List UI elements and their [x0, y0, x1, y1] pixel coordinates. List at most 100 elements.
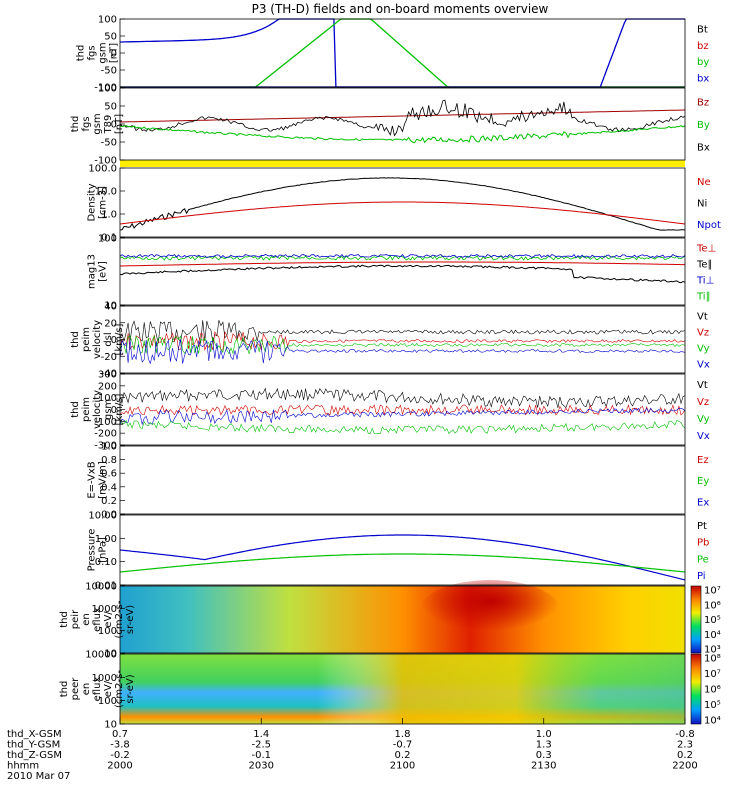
legend-by: by — [697, 57, 709, 68]
xaxis-row-label: thd_Z-GSM — [7, 750, 62, 761]
ion-spectrogram — [120, 586, 685, 653]
xaxis-date: 2010 Mar 07 — [7, 771, 70, 782]
ylabel-p3: Density[cm-3] — [87, 183, 109, 221]
trace-Te-par — [119, 264, 686, 284]
legend-Pi: Pi — [697, 571, 706, 582]
ytick-label: 0.10 — [95, 557, 117, 568]
panel-frame-p2 — [119, 87, 686, 161]
ylabel-p9: thdpeirenefluxeV/(cm2-s-sr-eV) — [59, 600, 136, 638]
trace-Vx-gsm — [119, 407, 686, 426]
xaxis-row-label: thd_X-GSM — [7, 729, 62, 740]
trace-Vy-gsm — [119, 419, 686, 435]
ytick-label: 100 — [98, 696, 117, 707]
ytick-label: 0.1 — [101, 233, 117, 244]
ytick-label: 0.6 — [101, 469, 117, 480]
ylabel-line: fgs — [87, 45, 98, 60]
ylabel-line: sr-eV) — [125, 674, 136, 703]
colorbar-label: 10³ — [704, 645, 721, 656]
electron-spectrogram-overlay — [120, 654, 685, 724]
ylabel-line: eflux — [92, 607, 103, 632]
ytick-label: 1000 — [92, 604, 117, 615]
xaxis-value: -0.1 — [251, 750, 271, 761]
colorbar-label: 10⁶ — [704, 685, 721, 696]
colorbar-label: 10⁸ — [704, 654, 721, 665]
ytick-label: -20 — [101, 352, 117, 363]
legend-Ez: Ez — [697, 455, 709, 466]
panel-frame-p8 — [119, 514, 686, 586]
ytick-label: 0.8 — [101, 455, 117, 466]
colorbar-label: 10⁴ — [704, 630, 721, 641]
ytick-label: 1000 — [92, 673, 117, 684]
ylabel-p2: thdfgsgsmT89[nT] — [70, 113, 125, 134]
legend-bz: bz — [697, 41, 709, 52]
ylabel-p1: thdfgsgsm[nT] — [76, 42, 120, 63]
ylabel-line: fgs — [81, 116, 92, 131]
legend-Pb: Pb — [697, 538, 709, 549]
legend-Pt: Pt — [697, 521, 707, 532]
xaxis-value: 2030 — [249, 761, 274, 772]
ylabel-line: T89 — [103, 115, 114, 135]
ylabel-line: en — [81, 613, 92, 626]
legend-Vz: Vz — [697, 397, 709, 408]
ylabel-line: en — [81, 683, 92, 696]
xaxis-value: 2000 — [107, 761, 132, 772]
legend-Pe: Pe — [697, 554, 709, 565]
legend-Ne: Ne — [697, 177, 711, 188]
xaxis-value: -2.5 — [251, 740, 271, 751]
ytick-label: 0.01 — [95, 581, 117, 592]
ylabel-line: mag13 — [87, 254, 98, 289]
ylabel-line: thd — [70, 331, 81, 348]
ylabel-line: Pressure — [87, 529, 98, 572]
ytick-label: 200 — [98, 381, 117, 392]
ylabel-line: sr-eV) — [125, 605, 136, 634]
ytick-label: -40 — [101, 369, 117, 380]
colorbar-label: 10⁴ — [704, 716, 721, 727]
xaxis-value: 2100 — [390, 761, 415, 772]
trace-Vy-dsl — [119, 335, 686, 355]
ylabel-line: thd — [59, 681, 70, 698]
trace-Ni — [119, 177, 686, 231]
ytick-label: 100 — [98, 15, 117, 26]
trace-By — [119, 124, 686, 144]
xaxis-value: 1.0 — [536, 729, 552, 740]
colorbar-ion — [690, 585, 702, 654]
xaxis-row-label: thd_Y-GSM — [7, 740, 60, 751]
xaxis-value: 0.2 — [677, 750, 693, 761]
ylabel-p5: thdpeimvelocitydsl[km/s] — [70, 320, 125, 359]
ytick-label: 300 — [98, 370, 117, 381]
ylabel-line: velocity — [92, 320, 103, 359]
trace-Ti-par — [119, 255, 686, 261]
ylabel-line: velocity — [92, 390, 103, 429]
legend-Vx: Vx — [697, 431, 710, 442]
ylabel-line: thd — [59, 611, 70, 628]
colorbar-label: 10⁵ — [704, 615, 721, 626]
ylabel-line: [eV] — [98, 261, 109, 282]
ylabel-p10: thdpeerenefluxeV/(cm2-s-sr-eV) — [59, 670, 136, 708]
ylabel-line: [cm-3] — [98, 186, 109, 219]
legend-Vy: Vy — [697, 414, 710, 425]
panel-frame-p9 — [119, 585, 686, 654]
legend-Vx: Vx — [697, 359, 710, 370]
ylabel-p6: thdpeimvelocitygsm[km/s] — [70, 390, 125, 429]
ytick-label: -300 — [94, 441, 117, 452]
xaxis-value: 1.8 — [395, 729, 411, 740]
xaxis-value: 2200 — [672, 761, 697, 772]
ylabel-line: [km/s] — [114, 393, 125, 425]
ylabel-line: (cm2-s- — [114, 670, 125, 708]
trace-Vz-dsl — [119, 331, 686, 352]
ylabel-line: [km/s] — [114, 323, 125, 355]
ytick-label: 100 — [98, 84, 117, 95]
ylabel-line: gsm — [92, 113, 103, 134]
xaxis-value: 0.3 — [536, 750, 552, 761]
legend-Vy: Vy — [697, 343, 710, 354]
ytick-label: -100 — [94, 156, 117, 167]
trace-Pi — [119, 534, 686, 581]
trace-Vt-gsm — [119, 387, 686, 409]
ylabel-line: [nT] — [109, 43, 120, 63]
ylabel-p8: Pressure[nPa] — [87, 529, 109, 572]
ylabel-line: eV/ — [103, 611, 114, 628]
ylabel-p4: mag13[eV] — [87, 254, 109, 289]
xaxis-value: 1.4 — [253, 729, 269, 740]
ytick-label: 10 — [104, 720, 117, 731]
ytick-label: 1.0 — [101, 210, 117, 221]
